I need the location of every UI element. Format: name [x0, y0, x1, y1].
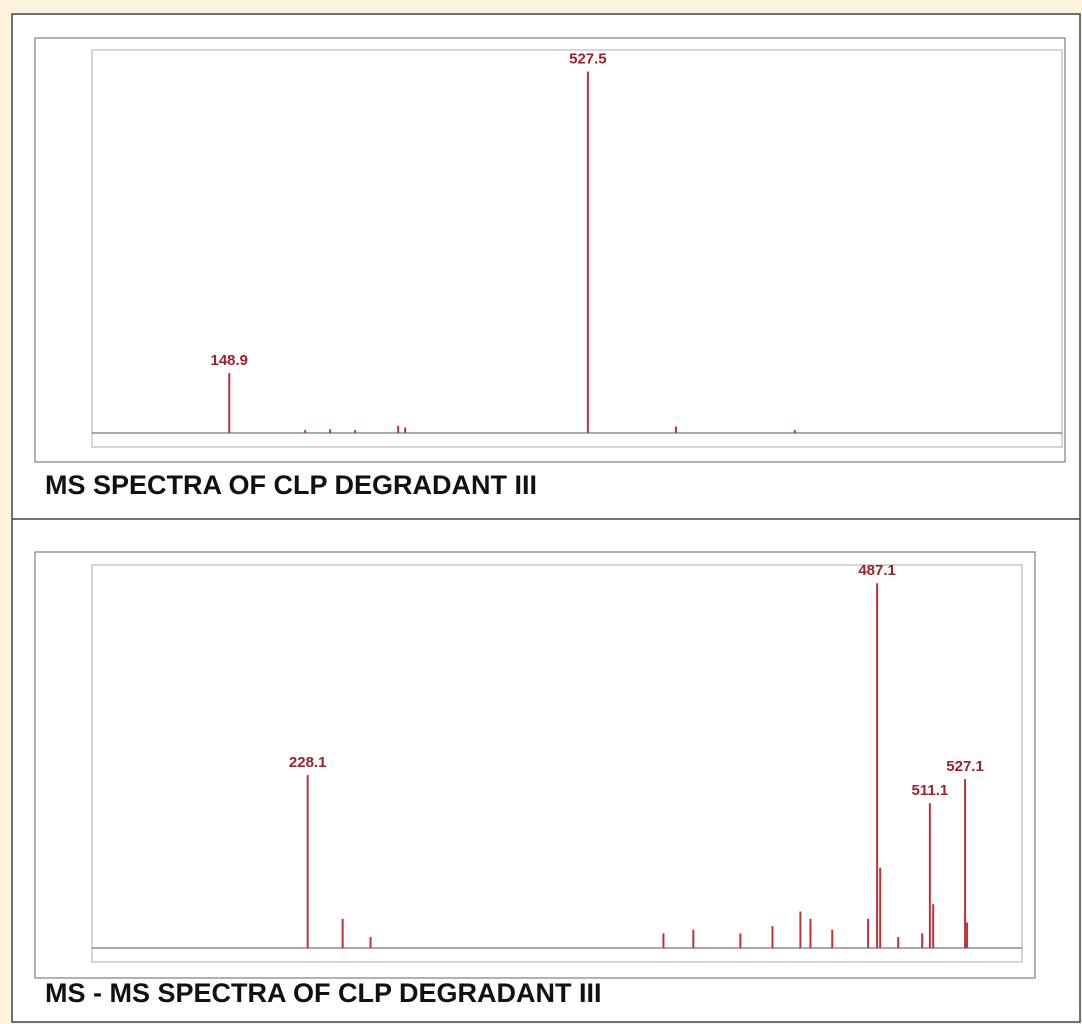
plot-area: [91, 49, 1063, 448]
peak-label: 228.1: [289, 754, 327, 771]
peak-label: 527.5: [569, 51, 607, 68]
caption: MS - MS SPECTRA OF CLP DEGRADANT III: [45, 978, 602, 1008]
plot-frame: [34, 551, 1036, 979]
peak-label: 148.9: [210, 352, 248, 369]
plot-area: [91, 564, 1023, 963]
peak-label: 527.1: [946, 758, 984, 775]
peak-label: 487.1: [858, 562, 896, 579]
plot-frame: [34, 37, 1066, 463]
peak-label: 511.1: [912, 782, 949, 799]
caption: MS SPECTRA OF CLP DEGRADANT III: [45, 470, 537, 500]
